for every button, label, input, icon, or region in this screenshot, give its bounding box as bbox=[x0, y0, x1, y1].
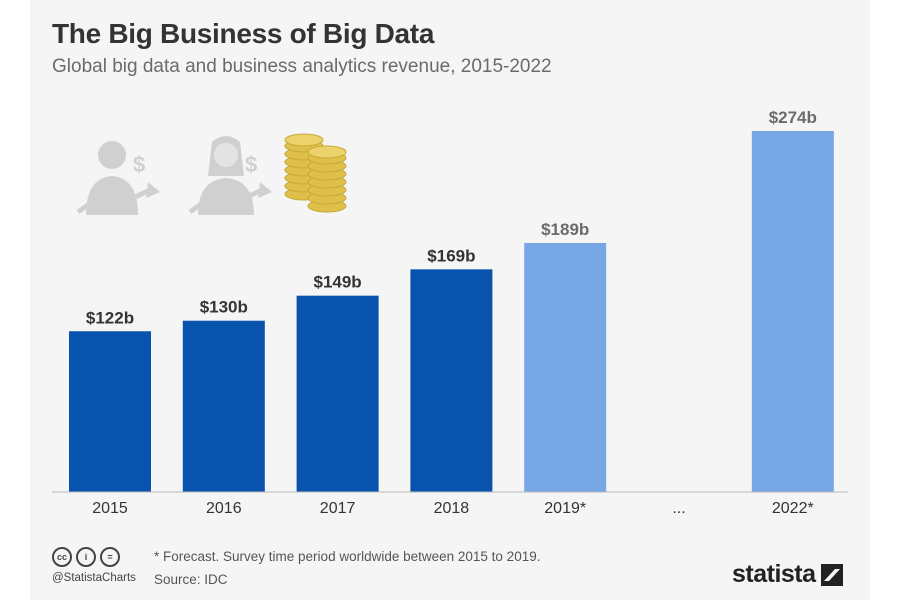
bar-2022 bbox=[751, 131, 834, 492]
social-handle: @StatistaCharts bbox=[52, 572, 136, 584]
value-label: $130b bbox=[200, 298, 248, 317]
x-tick-label: 2017 bbox=[320, 500, 356, 517]
bar-2019 bbox=[524, 242, 607, 492]
statista-mark-icon bbox=[820, 563, 843, 586]
svg-text:$: $ bbox=[245, 152, 257, 177]
coins-stack-icon bbox=[284, 133, 347, 213]
statista-logo[interactable]: statista bbox=[732, 560, 843, 589]
x-tick-label: 2015 bbox=[92, 500, 128, 517]
value-label: $274b bbox=[769, 108, 817, 127]
value-label: $189b bbox=[541, 220, 589, 239]
brand-wordmark: statista bbox=[732, 560, 816, 588]
bars-layer bbox=[69, 131, 834, 492]
value-label: $149b bbox=[313, 273, 361, 292]
x-tick-label: ... bbox=[672, 500, 685, 517]
value-label: $169b bbox=[427, 246, 475, 265]
bar-2017 bbox=[296, 295, 379, 492]
value-label: $122b bbox=[86, 308, 134, 327]
chart-subtitle: Global big data and business analytics r… bbox=[52, 56, 552, 77]
value-labels-layer: $122b $130b $149b $169b $189b $274b bbox=[86, 108, 817, 327]
x-tick-label: 2016 bbox=[206, 500, 242, 517]
x-tick-label: 2022* bbox=[772, 500, 814, 517]
source-note: Source: IDC bbox=[154, 572, 228, 587]
businesswoman-dollar-growth-icon: $ bbox=[188, 136, 272, 215]
bar-2016 bbox=[182, 320, 265, 492]
x-tick-label: 2019* bbox=[544, 500, 586, 517]
attribution-icon: i bbox=[76, 547, 96, 567]
cc-icon: cc bbox=[52, 547, 72, 567]
chart-title: The Big Business of Big Data bbox=[52, 18, 435, 49]
x-tick-labels-layer: 2015 2016 2017 2018 2019*... 2022* bbox=[92, 500, 814, 517]
license-icons: cc i = bbox=[52, 547, 120, 567]
bar-2018 bbox=[410, 269, 493, 492]
no-derivatives-icon: = bbox=[100, 547, 120, 567]
x-tick-label: 2018 bbox=[434, 500, 470, 517]
forecast-footnote: * Forecast. Survey time period worldwide… bbox=[154, 549, 541, 564]
businessman-dollar-growth-icon: $ bbox=[76, 141, 160, 215]
bar-2015 bbox=[69, 331, 151, 492]
svg-text:$: $ bbox=[133, 152, 145, 177]
